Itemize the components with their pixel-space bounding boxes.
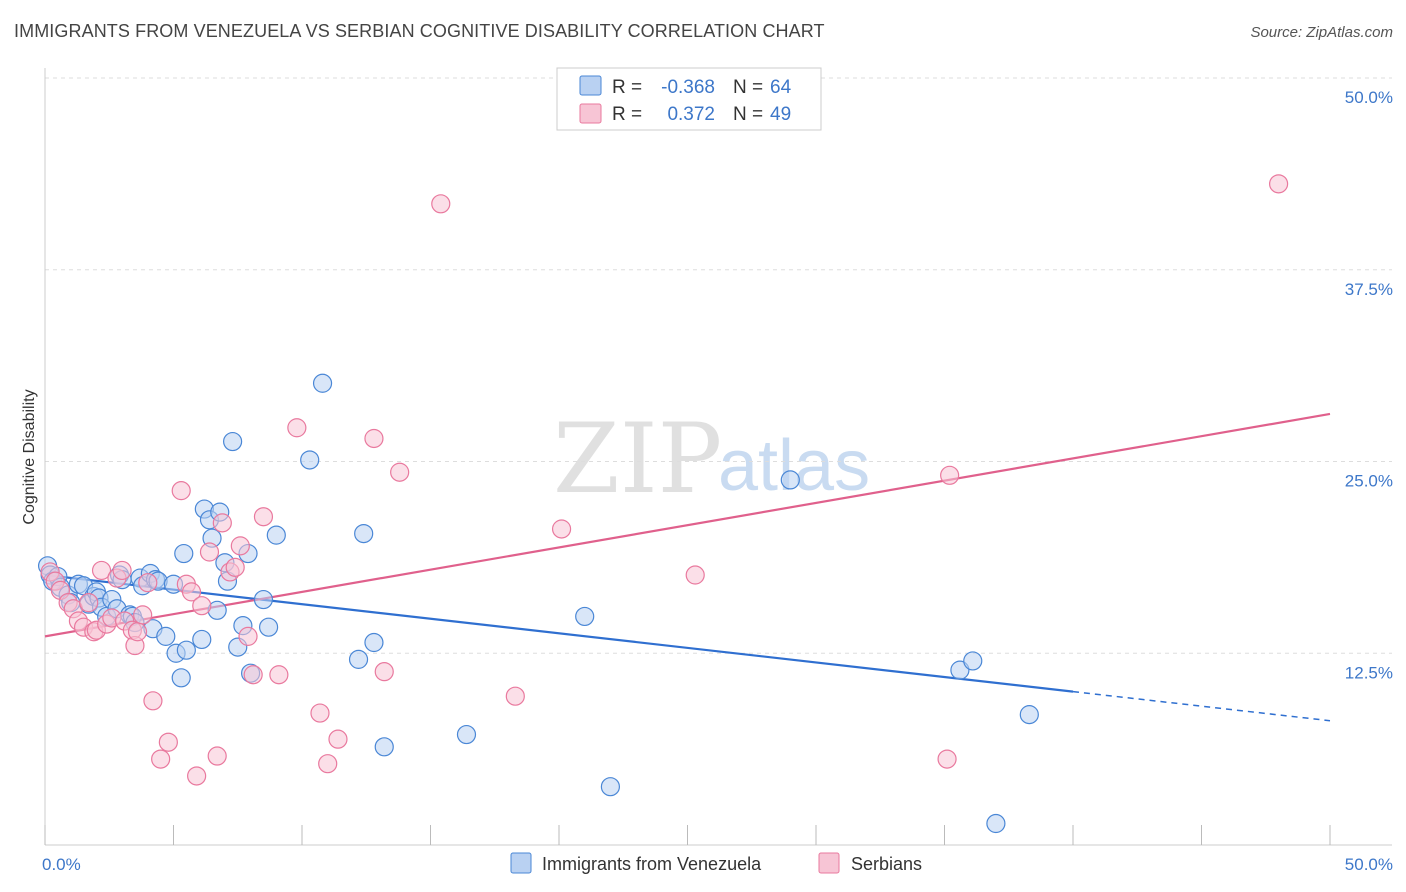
legend-r-label-pink: R = [612,104,642,125]
serbians-point-10 [91,560,112,581]
legend-r-value-blue: -0.368 [661,77,715,98]
correlation-legend: R = -0.368 N = 64 R = 0.372 N = 49 [556,67,822,131]
bottom-legend-pink-swatch [818,852,840,874]
grid-lines [45,77,1392,654]
y-axis-title: Cognitive Disability [21,389,38,524]
serbians-point-19 [133,605,153,625]
serbians-point-44 [374,662,394,682]
chart-title: IMMIGRANTS FROM VENEZUELA VS SERBIAN COG… [14,21,825,41]
series-legend: Immigrants from Venezuela Serbians [510,852,922,874]
y-tick-label-0: 12.5% [1345,663,1393,682]
venezuela-point-42 [223,431,243,452]
venezuela-point-56 [456,724,477,745]
serbians-point-48 [551,519,572,539]
serbians-point-26 [181,582,202,602]
serbians-point-30 [207,746,227,766]
y-tick-label-2: 37.5% [1345,280,1393,299]
serbians-point-45 [390,462,410,482]
serbians-point-47 [505,686,525,706]
venezuela-point-53 [354,523,374,544]
bottom-legend-serbians: Serbians [851,854,922,874]
y-tick-label-1: 25.0% [1345,472,1393,491]
serbians-point-46 [431,194,451,214]
venezuela-point-58 [600,777,621,797]
legend-pink-swatch [579,103,602,124]
venezuela-point-61 [963,651,983,671]
y-tick-label-3: 50.0% [1345,88,1393,107]
serbians-point-36 [243,665,263,685]
serbians-point-28 [192,596,212,616]
venezuela-point-63 [1019,705,1039,725]
serbians-point-52 [1268,174,1289,194]
legend-n-label-pink: N = [733,104,763,125]
serbians-point-29 [199,542,220,562]
venezuela-point-28 [156,626,176,646]
venezuela-point-52 [348,649,369,669]
legend-n-value-pink: 49 [770,104,791,125]
serbians-point-23 [158,732,178,752]
serbians-point-14 [112,560,132,581]
venezuela-point-51 [312,373,333,393]
trend-line-venezuela [44,573,1074,693]
venezuela-point-34 [192,629,212,650]
venezuela-point-50 [300,450,320,470]
legend-n-label-blue: N = [733,77,763,98]
trend-line-venezuela-extension [1072,690,1331,722]
source-label: Source: ZipAtlas.com [1250,24,1393,41]
serbians-point-39 [287,418,307,438]
venezuela-point-54 [364,632,384,653]
serbians-point-33 [225,557,245,577]
bottom-legend-venezuela: Immigrants from Venezuela [542,854,762,874]
watermark-zip: ZIP [553,403,722,515]
tick-labels: 12.5% 25.0% 37.5% 50.0% 0.0% 50.0% [42,88,1393,874]
serbians-point-49 [685,565,705,585]
venezuela-point-57 [575,606,595,627]
serbians-point-38 [269,665,289,685]
serbians-point-43 [364,428,384,449]
venezuela-point-33 [176,640,196,660]
venezuela-point-32 [174,543,194,564]
serbians-point-7 [79,593,99,613]
series-venezuela-points [37,373,1039,834]
serbians-point-21 [143,691,163,711]
serbians-point-24 [171,481,191,501]
x-tick-label-1: 50.0% [1345,855,1393,874]
serbians-point-51 [940,465,960,485]
serbians-point-20 [138,573,158,593]
venezuela-point-31 [171,668,191,688]
legend-n-value-blue: 64 [770,77,792,98]
serbians-point-31 [212,513,232,533]
venezuela-point-48 [258,617,279,637]
serbians-point-37 [253,507,274,527]
series-serbians-points [40,174,1289,786]
venezuela-point-49 [266,525,286,545]
serbians-point-35 [238,626,258,646]
serbians-point-34 [230,536,250,556]
x-tick-label-0: 0.0% [42,855,81,874]
venezuela-point-47 [253,589,274,610]
serbians-point-41 [318,754,338,774]
serbians-point-27 [187,766,207,786]
watermark-atlas: atlas [718,426,870,506]
serbians-point-40 [310,703,330,723]
serbians-point-42 [328,729,348,749]
legend-r-value-pink: 0.372 [667,104,715,125]
axes [44,68,1392,846]
venezuela-point-59 [780,470,800,490]
serbians-point-22 [151,749,171,769]
venezuela-point-62 [986,813,1006,834]
serbians-point-18 [127,622,148,642]
legend-r-label-blue: R = [612,77,642,98]
watermark: ZIP atlas [553,403,870,515]
serbians-point-50 [937,749,957,769]
venezuela-point-55 [374,737,394,757]
bottom-legend-blue-swatch [510,852,532,874]
legend-blue-swatch [579,75,602,96]
